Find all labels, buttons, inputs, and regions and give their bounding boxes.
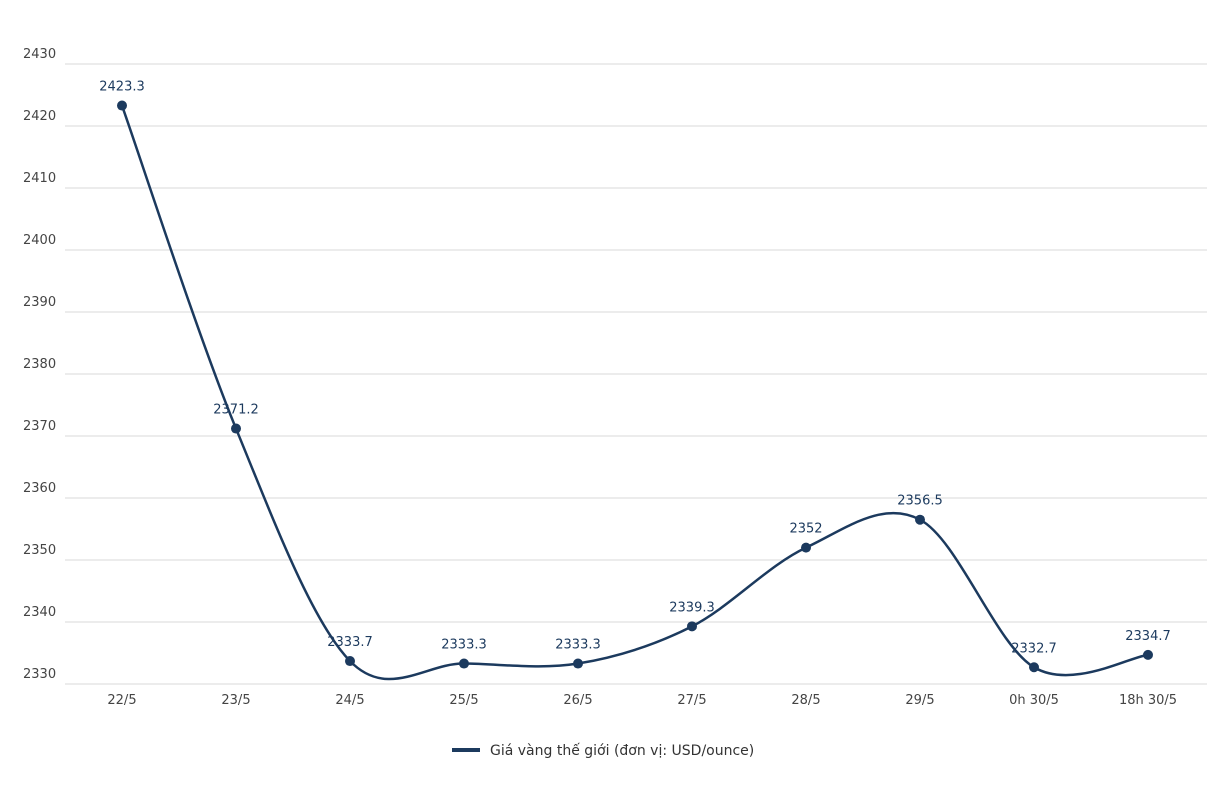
series-line: [120, 105, 1149, 681]
y-tick-label: 2350: [23, 543, 56, 558]
y-tick-label: 2390: [23, 295, 56, 310]
data-point: [459, 658, 469, 669]
x-tick-label: 27/5: [677, 693, 706, 708]
data-point: [573, 658, 583, 669]
y-tick-label: 2400: [23, 233, 56, 248]
data-point: [117, 100, 127, 111]
y-tick-label: 2420: [23, 109, 56, 124]
data-label: 2333.3: [441, 638, 487, 653]
data-label: 2334.7: [1125, 629, 1171, 644]
data-point: [345, 656, 355, 667]
data-label: 2332.7: [1011, 641, 1057, 656]
data-point: [801, 542, 811, 553]
y-axis-ticks: 2330 2340 2350 2360 2370 2380 2390 2400 2410 2420…: [23, 47, 56, 682]
data-label: 2356.5: [897, 494, 943, 509]
data-label: 2371.2: [213, 403, 259, 418]
y-tick-label: 2370: [23, 419, 56, 434]
x-axis-ticks: 22/5 23/5 24/5 25/5 26/5 27/5 28/5 29/5 0h 30/5 1…: [107, 693, 1177, 708]
x-tick-label: 28/5: [791, 693, 820, 708]
data-point: [687, 621, 697, 632]
grid-lines: [65, 63, 1207, 685]
y-tick-label: 2360: [23, 481, 56, 496]
data-labels: 2423.3 2371.2 2333.7 2333.3 2333.3 2339.3 2352…: [99, 80, 1171, 657]
x-tick-label: 23/5: [221, 693, 250, 708]
x-tick-label: 29/5: [905, 693, 934, 708]
data-label: 2333.3: [555, 638, 601, 653]
data-label: 2339.3: [669, 600, 715, 615]
data-label: 2423.3: [99, 80, 145, 95]
x-tick-label: 18h 30/5: [1119, 693, 1177, 708]
legend: Giá vàng thế giới (đơn vị: USD/ounce): [452, 742, 754, 759]
y-tick-label: 2340: [23, 605, 56, 620]
data-point: [231, 423, 241, 434]
x-tick-label: 24/5: [335, 693, 364, 708]
x-tick-label: 0h 30/5: [1009, 693, 1059, 708]
x-tick-label: 26/5: [563, 693, 592, 708]
data-label: 2333.7: [327, 635, 373, 650]
y-tick-label: 2410: [23, 171, 56, 186]
legend-label: Giá vàng thế giới (đơn vị: USD/ounce): [490, 742, 754, 759]
x-tick-label: 22/5: [107, 693, 136, 708]
y-tick-label: 2430: [23, 47, 56, 62]
data-point: [915, 514, 925, 525]
data-point: [1029, 662, 1039, 673]
data-points: [117, 100, 1153, 673]
y-tick-label: 2330: [23, 667, 56, 682]
x-tick-label: 25/5: [449, 693, 478, 708]
data-label: 2352: [789, 522, 822, 537]
data-point: [1143, 649, 1153, 660]
y-tick-label: 2380: [23, 357, 56, 372]
